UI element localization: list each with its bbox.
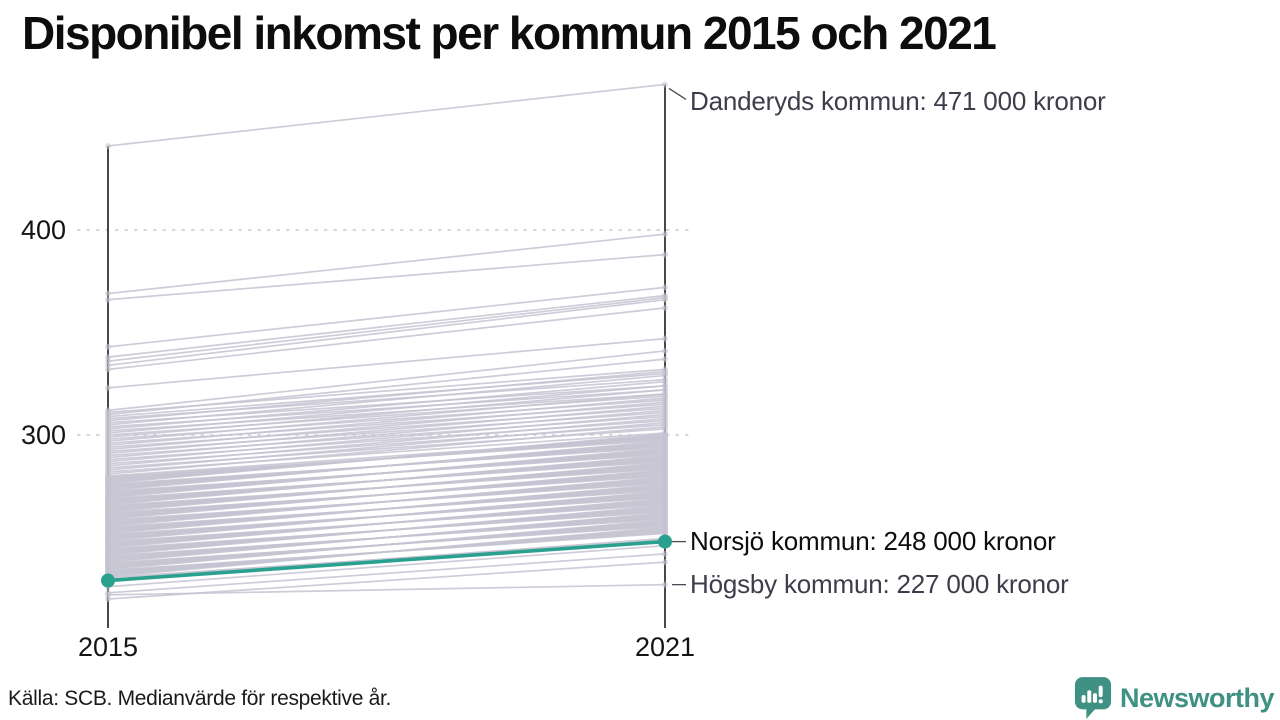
- newsworthy-speech-bubble-chart-icon: [1074, 677, 1112, 719]
- x-tick-label-2021: 2021: [634, 632, 696, 662]
- annotation-danderyd: Danderyds kommun: 471 000 kronor: [690, 85, 1106, 116]
- y-tick-label-400: 400: [20, 215, 66, 245]
- x-tick-label-2015: 2015: [77, 632, 139, 662]
- newsworthy-wordmark: Newsworthy: [1119, 682, 1275, 713]
- annotation-norsjo: Norsjö kommun: 248 000 kronor: [690, 526, 1056, 557]
- newsworthy-logo: Newsworthy: [1074, 676, 1275, 720]
- y-tick-label-300: 300: [20, 420, 66, 450]
- annotation-hogsby: Högsby kommun: 227 000 kronor: [690, 569, 1069, 600]
- page-title: Disponibel inkomst per kommun 2015 och 2…: [22, 7, 997, 59]
- source-note: Källa: SCB. Medianvärde för respektive å…: [8, 687, 392, 710]
